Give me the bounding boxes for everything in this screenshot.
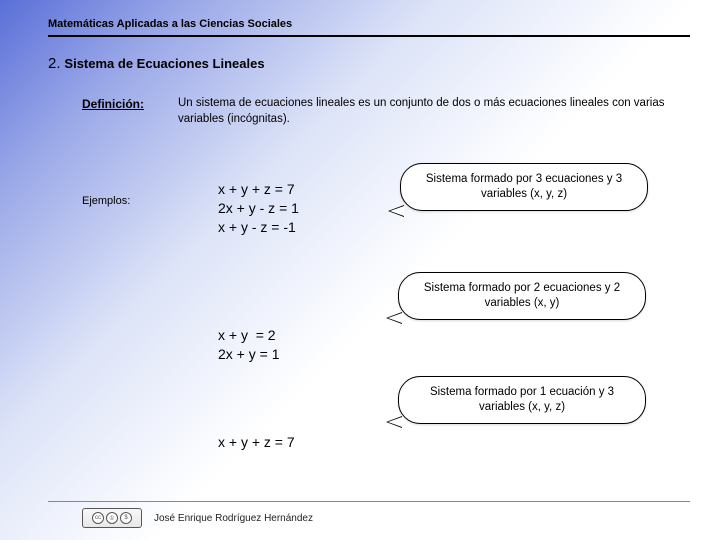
callout-1: Sistema formado por 3 ecuaciones y 3 var… (400, 163, 648, 211)
section-text: Sistema de Ecuaciones Lineales (64, 56, 264, 71)
cc-part-2: ① (106, 512, 118, 524)
callout-2-tail-icon (386, 312, 402, 324)
page-header: Matemáticas Aplicadas a las Ciencias Soc… (48, 18, 690, 37)
definition-label: Definición: (82, 97, 144, 111)
callout-1-tail-icon (388, 205, 404, 217)
cc-part-3: $ (120, 512, 132, 524)
header-title: Matemáticas Aplicadas a las Ciencias Soc… (48, 18, 690, 33)
footer-rule (48, 501, 690, 502)
callout-3-tail-icon (386, 416, 402, 428)
cc-part-1: cc (92, 512, 104, 524)
author-name: José Enrique Rodríguez Hernández (154, 513, 313, 524)
equation-block-1: x + y + z = 7 2x + y - z = 1 x + y - z =… (218, 180, 299, 237)
callout-2: Sistema formado por 2 ecuaciones y 2 var… (398, 272, 646, 320)
equation-block-2: x + y = 2 2x + y = 1 (218, 326, 279, 364)
callout-3: Sistema formado por 1 ecuación y 3 varia… (398, 376, 646, 424)
definition-text: Un sistema de ecuaciones lineales es un … (178, 96, 680, 127)
examples-label: Ejemplos: (82, 195, 130, 207)
section-title: 2. Sistema de Ecuaciones Lineales (48, 55, 265, 72)
page-footer: cc ① $ José Enrique Rodríguez Hernández (82, 508, 313, 528)
section-number: 2. (48, 55, 61, 72)
header-rule (48, 35, 690, 37)
cc-license-icon: cc ① $ (82, 508, 142, 528)
equation-block-3: x + y + z = 7 (218, 433, 295, 452)
